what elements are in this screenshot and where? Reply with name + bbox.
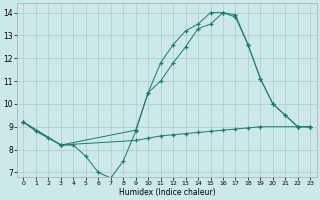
X-axis label: Humidex (Indice chaleur): Humidex (Indice chaleur): [119, 188, 215, 197]
